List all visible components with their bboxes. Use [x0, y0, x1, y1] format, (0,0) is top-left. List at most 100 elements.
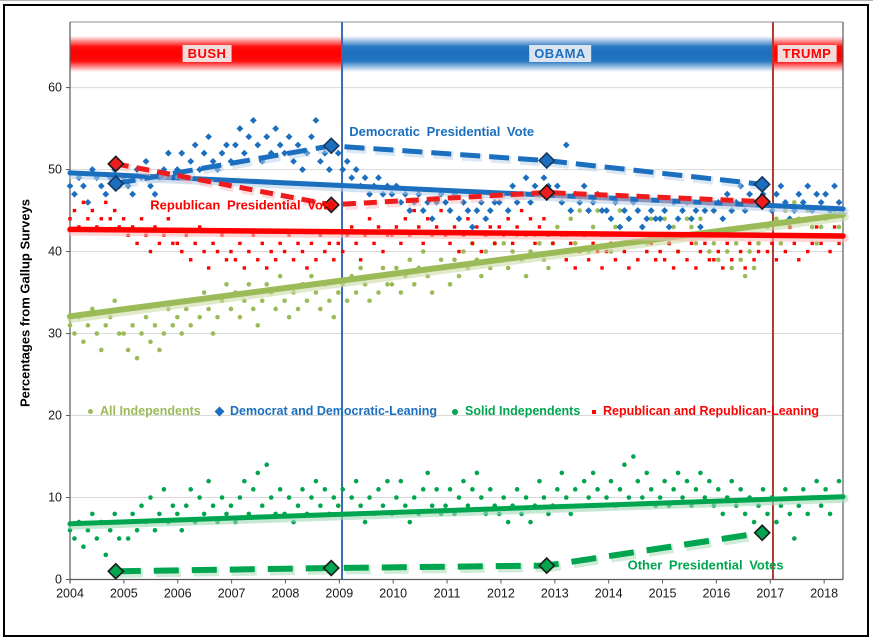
scatter-point: [783, 487, 788, 492]
scatter-point: [90, 511, 95, 517]
scatter-point: [600, 266, 604, 270]
scatter-point: [353, 290, 359, 295]
scatter-point: [501, 241, 506, 246]
scatter-point: [806, 249, 810, 254]
scatter-point: [237, 495, 243, 500]
scatter-point: [358, 258, 363, 262]
scatter-point: [318, 503, 323, 509]
scatter-point: [501, 495, 506, 500]
scatter-point: [715, 257, 721, 263]
scatter-point: [153, 225, 157, 229]
scatter-point: [756, 249, 761, 254]
scatter-point: [479, 249, 484, 254]
scatter-point: [318, 306, 323, 312]
scatter-point: [148, 339, 153, 345]
scatter-point: [827, 511, 833, 517]
scatter-point: [831, 182, 838, 190]
scatter-point: [688, 215, 695, 223]
scatter-point: [813, 190, 821, 198]
scatter-point: [245, 133, 253, 141]
scatter-point: [277, 273, 283, 279]
x-tick-label-2006: 2006: [164, 587, 192, 601]
scatter-point: [104, 200, 108, 205]
scatter-point: [398, 290, 404, 295]
scatter-point: [264, 282, 270, 287]
scatter-point: [725, 241, 729, 246]
scatter-point: [290, 157, 297, 165]
scatter-point: [720, 511, 726, 517]
scatter-point: [407, 257, 413, 263]
scatter-point: [595, 487, 600, 492]
scatter-point: [411, 282, 417, 287]
scatter-point: [340, 487, 346, 492]
scatter-point: [277, 487, 283, 492]
scatter-point: [223, 141, 230, 149]
scatter-point: [94, 536, 100, 541]
scatter-point: [698, 470, 703, 476]
scatter-point: [514, 487, 520, 492]
scatter-point: [334, 149, 342, 157]
scatter-point: [211, 241, 215, 246]
scatter-point: [308, 133, 315, 141]
scatter-point: [224, 282, 229, 287]
scatter-point: [674, 215, 682, 223]
scatter-point: [837, 241, 841, 246]
scatter-point: [671, 266, 676, 270]
scatter-point: [134, 528, 140, 533]
scatter-point: [679, 207, 686, 214]
scatter-point: [747, 241, 752, 246]
scatter-point: [242, 478, 247, 484]
x-tick-label-2012: 2012: [487, 587, 515, 601]
scatter-point: [117, 225, 121, 229]
scatter-point: [505, 265, 511, 271]
scatter-point: [562, 141, 570, 149]
scatter-point: [268, 495, 274, 500]
scatter-point: [385, 478, 390, 484]
scatter-point: [465, 503, 471, 509]
scatter-point: [698, 249, 703, 254]
scatter-point: [617, 208, 623, 213]
scatter-point: [312, 116, 320, 124]
scatter-point: [684, 478, 690, 484]
legend-label: Democrat and Democratic-Leaning: [230, 404, 437, 418]
scatter-point: [210, 503, 216, 509]
scatter-point: [482, 215, 490, 223]
scatter-point: [738, 487, 743, 492]
scatter-point: [475, 225, 479, 229]
scatter-point: [178, 149, 186, 157]
scatter-point: [487, 487, 493, 492]
scatter-point: [380, 503, 386, 509]
election-marker-democratic-presidential-vote-2009: [322, 137, 340, 155]
scatter-point: [80, 182, 87, 190]
scatter-point: [67, 323, 73, 328]
scatter-point: [751, 265, 757, 271]
scatter-point: [259, 298, 265, 304]
scatter-point: [822, 190, 830, 198]
scatter-point: [175, 511, 180, 517]
scatter-point: [218, 149, 226, 157]
scatter-point: [461, 478, 466, 484]
scatter-point: [197, 314, 202, 320]
scatter-point: [380, 265, 386, 271]
scatter-point: [81, 339, 86, 345]
scatter-point: [569, 241, 573, 246]
scatter-point: [139, 217, 144, 221]
scatter-point: [112, 298, 118, 304]
scatter-point: [711, 241, 717, 246]
scatter-point: [191, 141, 199, 149]
scatter-point: [264, 462, 270, 468]
scatter-point: [707, 249, 712, 254]
scatter-point: [236, 125, 244, 132]
scatter-point: [515, 225, 519, 229]
scatter-point: [130, 511, 135, 517]
scatter-point: [555, 487, 560, 492]
scatter-point: [367, 217, 372, 221]
scatter-point: [148, 495, 153, 500]
scatter-point: [406, 207, 414, 214]
y-tick-label-30: 30: [48, 327, 62, 341]
scatter-point: [175, 241, 180, 246]
scatter-point: [447, 282, 453, 287]
scatter-point: [729, 265, 735, 271]
scatter-point: [219, 495, 225, 500]
scatter-point: [774, 216, 779, 222]
